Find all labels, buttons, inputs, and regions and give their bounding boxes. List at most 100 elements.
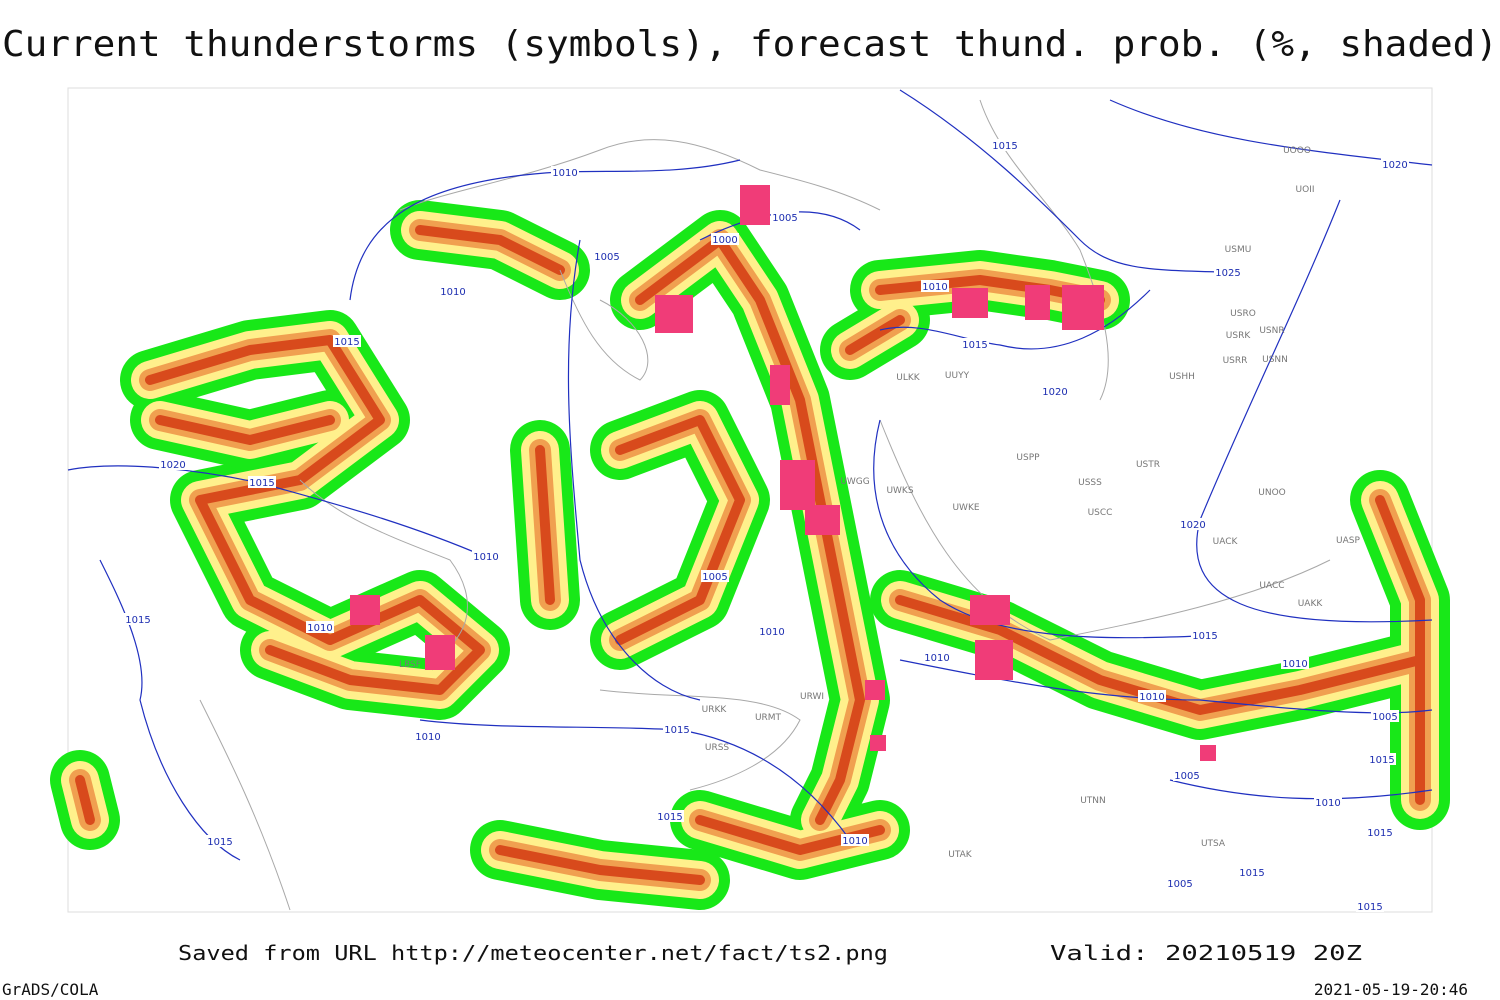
- coastlines: [199, 99, 1331, 911]
- station-code: UWKE: [952, 503, 979, 513]
- map-labels: 1010 1005 1000 1005 1015 1020 1025 1010 1015 1020…: [124, 139, 1409, 913]
- isobar-label-bg: [656, 810, 684, 822]
- storm-symbol: [1200, 745, 1216, 761]
- isobar-label-bg: [1356, 900, 1384, 912]
- thunderstorm-symbols: [350, 185, 1216, 761]
- station-code: USRO: [1230, 309, 1256, 319]
- isobar-label: 1010: [307, 623, 332, 634]
- isobar-label-bg: [1179, 518, 1207, 530]
- coastline: [879, 419, 1331, 641]
- isobar-label-bg: [333, 335, 361, 347]
- title: Current thunderstorms (symbols), forecas…: [2, 24, 1498, 65]
- isobar-label: 1015: [1239, 868, 1264, 879]
- station-code: URMT: [755, 713, 782, 723]
- coastline: [199, 699, 291, 911]
- probability-band: [635, 235, 865, 825]
- isobar-label-bg: [306, 621, 334, 633]
- storm-symbol: [770, 365, 790, 405]
- isobar-label: 1005: [1372, 712, 1397, 723]
- valid-time: Valid: 20210519 20Z: [1050, 941, 1362, 965]
- isobar-label: 1020: [1180, 520, 1205, 531]
- station-code: UACK: [1213, 537, 1239, 547]
- station-code: LBSF: [399, 660, 421, 670]
- isobar-label: 1010: [922, 282, 947, 293]
- station-code: UASP: [1336, 536, 1360, 546]
- isobar-label: 1010: [415, 732, 440, 743]
- isobar-label: 1015: [664, 725, 689, 736]
- isobar-label-bg: [923, 651, 951, 663]
- station-code: URWI: [800, 692, 824, 702]
- isobar-label: 1010: [842, 836, 867, 847]
- station-code: USRR: [1223, 356, 1248, 366]
- station-code: UNOO: [1258, 488, 1286, 498]
- isobar: [349, 159, 741, 301]
- isobar-label: 1015: [657, 812, 682, 823]
- software-credit: GrADS/COLA: [2, 980, 99, 999]
- station-code: USNR: [1259, 326, 1284, 336]
- probability-band: [1375, 495, 1425, 805]
- station-code: UACC: [1259, 581, 1284, 591]
- storm-symbol: [1062, 285, 1104, 330]
- isobar-label-bg: [921, 280, 949, 292]
- coastline: [559, 269, 649, 381]
- isobar-label-bg: [439, 285, 467, 297]
- isobar-label-bg: [991, 139, 1019, 151]
- isobar-label-bg: [1381, 158, 1409, 170]
- probability-band: [615, 415, 745, 645]
- isobar: [99, 559, 241, 861]
- isobar-label: 1015: [249, 478, 274, 489]
- isobar-label: 1015: [125, 615, 150, 626]
- isobar: [899, 89, 1221, 273]
- isobar-label: 1000: [712, 235, 737, 246]
- isobar-label-bg: [1366, 826, 1394, 838]
- isobar-label-bg: [551, 166, 579, 178]
- isobar-label: 1010: [1139, 692, 1164, 703]
- station-code: UWKS: [886, 486, 913, 496]
- isobar-label-bg: [472, 550, 500, 562]
- station-code: UWGG: [840, 477, 869, 487]
- timestamp: 2021-05-19-20:46: [1314, 980, 1468, 999]
- isobar-label-bg: [1214, 266, 1242, 278]
- probability-band: [415, 225, 565, 275]
- station-code: UTAK: [948, 850, 973, 860]
- storm-symbol: [970, 595, 1010, 625]
- isobar-label: 1025: [1215, 268, 1240, 279]
- station-code: USCC: [1088, 508, 1113, 518]
- isobar-label-bg: [758, 625, 786, 637]
- isobar-label-bg: [248, 476, 276, 488]
- isobar-label: 1010: [1315, 798, 1340, 809]
- isobar-label: 1015: [334, 337, 359, 348]
- storm-symbol: [870, 735, 886, 751]
- isobar-label: 1015: [207, 837, 232, 848]
- station-code: URKK: [702, 705, 728, 715]
- station-code: USTR: [1136, 460, 1160, 470]
- isobar-label: 1005: [702, 572, 727, 583]
- isobar-label-bg: [1173, 769, 1201, 781]
- station-code: USRK: [1226, 331, 1252, 341]
- station-code: ULKK: [896, 373, 921, 383]
- isobar-label: 1010: [473, 552, 498, 563]
- isobar-label: 1020: [1042, 387, 1067, 398]
- isobar-label-bg: [206, 835, 234, 847]
- isobar-label: 1015: [1367, 828, 1392, 839]
- isobar-label-bg: [771, 211, 799, 223]
- isobar-label: 1005: [594, 252, 619, 263]
- isobar-label: 1015: [1369, 755, 1394, 766]
- station-code: UAKK: [1298, 599, 1324, 609]
- probability-band: [495, 845, 705, 885]
- isobar-label: 1005: [1167, 879, 1192, 890]
- storm-symbol: [952, 288, 988, 318]
- isobar-label: 1010: [759, 627, 784, 638]
- station-code: UOII: [1296, 185, 1315, 195]
- isobar-label-bg: [1368, 753, 1396, 765]
- storm-symbol: [740, 185, 770, 225]
- probability-band: [145, 335, 485, 695]
- station-code: USSS: [1078, 478, 1102, 488]
- station-code: USMU: [1225, 245, 1252, 255]
- isobar: [567, 239, 701, 701]
- station-code: USPP: [1016, 453, 1040, 463]
- storm-symbol: [805, 505, 840, 535]
- isobar-label-bg: [1314, 796, 1342, 808]
- isobar-label: 1015: [1357, 902, 1382, 913]
